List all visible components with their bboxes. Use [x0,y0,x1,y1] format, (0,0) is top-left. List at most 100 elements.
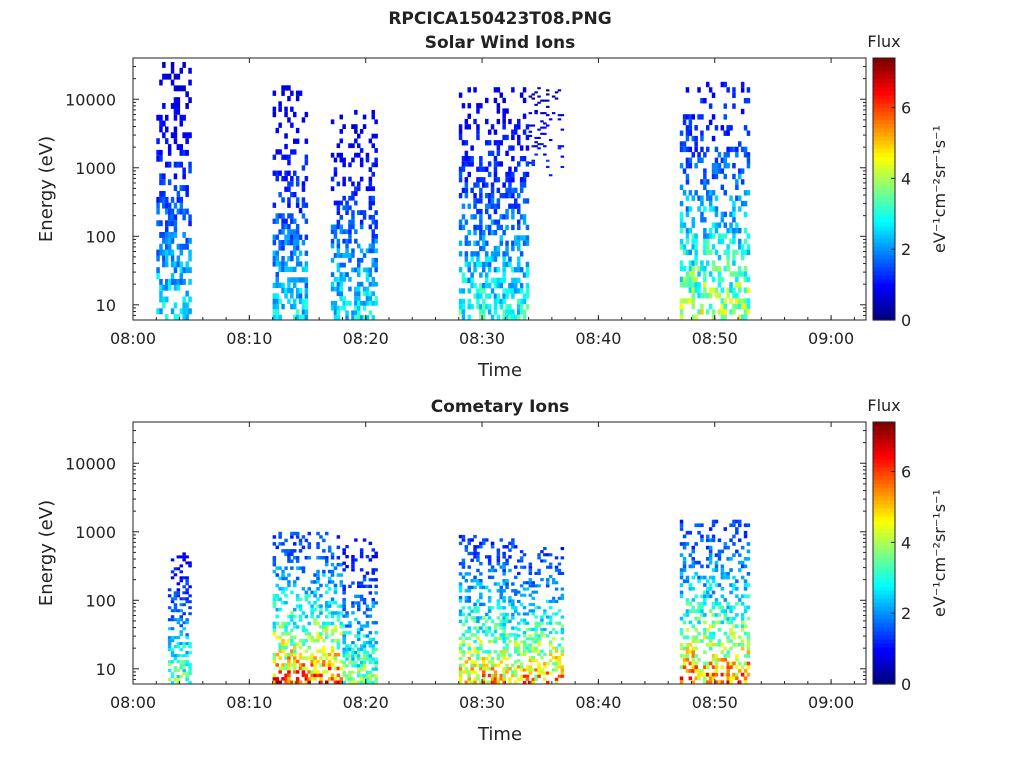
heatmap-cell [322,645,326,650]
heatmap-cell [176,555,181,559]
heatmap-cell [525,261,530,268]
heatmap-cell [746,646,751,651]
heatmap-cell [735,179,739,185]
heatmap-cell [348,143,352,149]
colorbar-segment [873,561,895,566]
heatmap-cell [729,676,733,681]
heatmap-cell [493,267,498,273]
heatmap-cell [531,637,535,641]
heatmap-cell [685,157,690,163]
heatmap-cell [746,233,751,239]
heatmap-cell [703,233,707,239]
heatmap-cell [726,152,730,158]
heatmap-cell [374,296,378,301]
heatmap-cell [496,680,501,684]
heatmap-cell [732,661,736,666]
heatmap-cell [290,256,294,262]
heatmap-cell [502,182,506,188]
heatmap-cell [720,672,725,677]
heatmap-cell [711,523,716,528]
heatmap-cell [711,135,716,142]
heatmap-cell [342,561,346,565]
heatmap-cell [740,545,745,550]
heatmap-cell [726,654,730,658]
heatmap-cell [511,134,515,141]
heatmap-cell [726,620,730,625]
heatmap-cell [560,165,565,168]
heatmap-cell [330,632,335,636]
heatmap-cell [714,211,719,218]
heatmap-cell [543,677,547,681]
heatmap-cell [188,651,192,655]
heatmap-cell [357,584,361,588]
heatmap-cell [519,550,524,554]
heatmap-cell [525,198,530,204]
heatmap-cell [708,195,713,201]
colorbar-tick-label: 6 [901,99,911,118]
heatmap-cell [511,277,515,283]
heatmap-cell [485,626,489,630]
heatmap-cell [374,238,378,244]
heatmap-cell [185,302,189,309]
heatmap-cell [272,677,277,681]
heatmap-cell [679,553,684,557]
heatmap-cell [703,271,707,277]
heatmap-cell [330,186,335,192]
heatmap-cell [304,250,309,256]
heatmap-cell [330,556,335,560]
heatmap-cell [461,214,466,220]
heatmap-cell [165,249,169,256]
heatmap-cell [284,625,288,629]
heatmap-cell [560,547,565,551]
heatmap-cell [735,184,739,190]
heatmap-cell [357,601,361,605]
heatmap-cell [700,613,704,617]
heatmap-cell [740,314,745,320]
heatmap-cell [502,309,506,315]
heatmap-cell [173,573,178,577]
heatmap-cell [287,670,291,674]
heatmap-cell [682,222,687,228]
heatmap-cell [173,126,178,133]
heatmap-cell [499,589,503,593]
colorbar-segment [873,651,895,656]
heatmap-cell [540,649,544,653]
heatmap-cell [519,618,524,622]
heatmap-cell [284,111,288,118]
heatmap-cell [345,611,349,615]
heatmap-cell [540,631,544,635]
heatmap-cell [464,140,469,146]
heatmap-cell [298,314,303,320]
heatmap-cell [738,303,742,310]
heatmap-cell [723,211,727,218]
heatmap-cell [514,660,518,664]
heatmap-cell [473,639,477,644]
heatmap-cell [732,624,736,628]
heatmap-cell [700,179,704,185]
heatmap-cell [188,612,192,616]
heatmap-cell [467,113,471,119]
heatmap-cell [519,214,524,220]
heatmap-cell [304,234,309,240]
heatmap-cell [179,633,183,637]
heatmap-cell [162,179,166,186]
heatmap-cell [490,606,495,610]
heatmap-cell [345,248,349,254]
heatmap-cell [470,256,474,262]
heatmap-cell [473,677,477,681]
heatmap-cell [554,565,559,569]
heatmap-cell [325,625,329,629]
heatmap-cell [458,177,463,183]
heatmap-cell [694,572,698,576]
heatmap-cell [679,575,684,580]
heatmap-cell [729,609,733,613]
heatmap-cell [173,666,178,670]
heatmap-cell [185,597,189,601]
heatmap-cell [711,676,716,681]
heatmap-cell [679,631,684,636]
heatmap-cell [697,87,701,93]
heatmap-cell [496,589,501,593]
heatmap-cell [514,589,518,593]
heatmap-cell [502,667,506,671]
heatmap-cell [362,641,367,645]
